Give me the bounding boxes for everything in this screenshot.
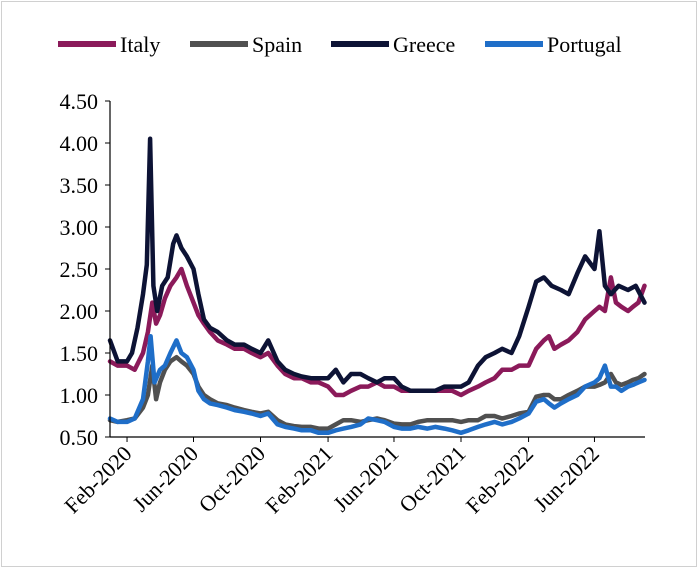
axes	[109, 101, 645, 438]
y-tick-label: 2.00	[60, 299, 99, 324]
legend-label-portugal: Portugal	[547, 32, 622, 57]
legend-label-spain: Spain	[252, 32, 302, 57]
series-line-greece	[107, 136, 647, 394]
legend: Italy Spain Greece Portugal	[58, 32, 622, 57]
x-tick-label: Oct-2020	[194, 441, 270, 517]
y-tick-label: 0.50	[60, 425, 99, 450]
series-line-italy	[107, 266, 647, 398]
y-tick-label: 2.50	[60, 257, 99, 282]
x-tick-label: Jun-2020	[127, 441, 203, 517]
y-tick-label: 4.00	[60, 131, 99, 156]
y-tick-label: 1.00	[60, 383, 99, 408]
legend-label-italy: Italy	[120, 32, 160, 57]
x-tick-label: Feb-2021	[260, 441, 337, 518]
y-tick-label: 3.50	[60, 173, 99, 198]
series-line-portugal	[107, 333, 647, 436]
y-tick-label: 4.50	[60, 89, 99, 114]
y-ticks: 4.50 4.00 3.50 3.00 2.50 2.00 1.50 1.00 0.50	[60, 89, 110, 450]
x-tick-label: Jun-2022	[528, 441, 604, 517]
x-tick-label: Oct-2021	[394, 441, 470, 517]
y-tick-label: 3.00	[60, 215, 99, 240]
y-tick-label: 1.50	[60, 341, 99, 366]
legend-label-greece: Greece	[393, 32, 455, 57]
x-tick-label: Feb-2020	[59, 441, 136, 518]
x-tick-label: Feb-2022	[461, 441, 538, 518]
x-tick-label: Jun-2021	[328, 441, 404, 517]
x-ticks: Feb-2020Jun-2020Oct-2020Feb-2021Jun-2021…	[59, 437, 604, 518]
series-layer	[107, 136, 647, 436]
